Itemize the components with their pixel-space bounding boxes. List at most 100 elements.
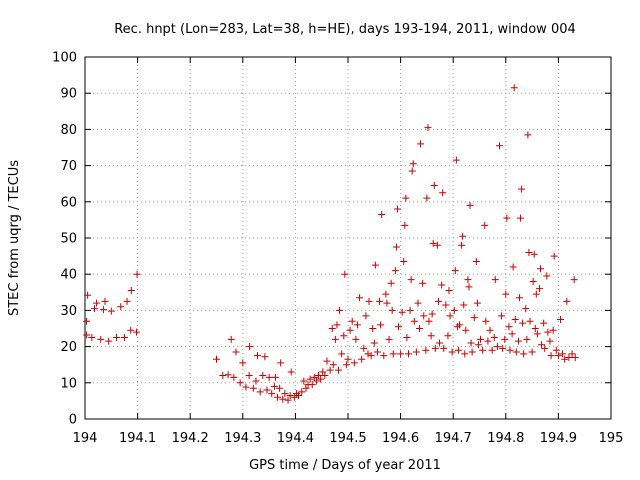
data-point bbox=[398, 308, 406, 316]
data-point bbox=[302, 384, 310, 392]
data-point bbox=[429, 239, 437, 247]
data-point bbox=[523, 335, 531, 343]
data-point bbox=[486, 326, 494, 334]
data-point bbox=[510, 84, 518, 92]
data-point bbox=[326, 366, 334, 374]
data-point bbox=[232, 348, 240, 356]
data-point bbox=[300, 377, 308, 385]
data-point bbox=[522, 305, 530, 313]
data-point bbox=[97, 335, 105, 343]
data-point bbox=[323, 357, 331, 365]
data-point bbox=[439, 189, 447, 197]
x-tick-labels: 194 194.1 194.2 194.3 194.4 194.5 194.6 194.7 19… bbox=[73, 431, 624, 446]
data-point bbox=[341, 270, 349, 278]
data-point bbox=[388, 306, 396, 314]
data-point bbox=[406, 306, 414, 314]
data-point bbox=[245, 372, 253, 380]
data-point bbox=[376, 297, 384, 305]
data-point bbox=[364, 350, 372, 358]
data-point bbox=[350, 359, 358, 367]
x-tick-label: 194.1 bbox=[119, 431, 156, 446]
data-point bbox=[274, 393, 282, 401]
y-tick-label: 30 bbox=[60, 304, 77, 319]
data-point bbox=[408, 167, 416, 175]
data-point bbox=[271, 373, 279, 381]
data-point bbox=[414, 299, 422, 307]
data-point bbox=[529, 277, 537, 285]
data-point bbox=[547, 352, 555, 360]
data-point bbox=[268, 390, 276, 398]
data-point bbox=[83, 331, 91, 339]
data-point bbox=[378, 210, 386, 218]
data-point bbox=[346, 326, 354, 334]
data-point bbox=[373, 348, 381, 356]
data-point bbox=[385, 335, 393, 343]
data-point bbox=[83, 317, 91, 325]
y-tick-label: 40 bbox=[60, 268, 77, 283]
data-point bbox=[515, 294, 523, 302]
data-point bbox=[402, 194, 410, 202]
data-point bbox=[263, 386, 271, 394]
data-point bbox=[383, 299, 391, 307]
x-tick-label: 194.6 bbox=[382, 431, 419, 446]
x-tick-label: 194.2 bbox=[172, 431, 209, 446]
data-point bbox=[333, 321, 341, 329]
data-point bbox=[431, 344, 439, 352]
data-point bbox=[401, 221, 409, 229]
data-point bbox=[329, 361, 337, 369]
data-point bbox=[442, 301, 450, 309]
data-point bbox=[371, 261, 379, 269]
data-point bbox=[133, 328, 141, 336]
data-point bbox=[445, 286, 453, 294]
data-point bbox=[509, 263, 517, 271]
data-point bbox=[526, 317, 534, 325]
grid-lines bbox=[85, 57, 611, 419]
y-tick-label: 20 bbox=[60, 340, 77, 355]
data-point bbox=[394, 323, 402, 331]
data-point bbox=[537, 265, 545, 273]
data-point bbox=[400, 258, 408, 266]
data-point bbox=[506, 346, 514, 354]
data-point bbox=[461, 350, 469, 358]
x-tick-label: 194.3 bbox=[224, 431, 261, 446]
data-point bbox=[352, 335, 360, 343]
data-point bbox=[557, 315, 565, 323]
y-tick-label: 90 bbox=[60, 87, 77, 102]
data-point bbox=[505, 323, 513, 331]
data-point bbox=[554, 352, 562, 360]
data-point bbox=[306, 375, 314, 383]
axis-ticks bbox=[84, 56, 612, 420]
data-point bbox=[423, 194, 431, 202]
y-tick-label: 80 bbox=[60, 123, 77, 138]
data-point bbox=[265, 373, 273, 381]
data-point bbox=[571, 353, 579, 361]
y-tick-labels: 0 10 20 30 40 50 60 70 80 90 100 bbox=[52, 51, 77, 428]
data-point bbox=[409, 160, 417, 168]
data-points bbox=[83, 84, 579, 404]
data-point bbox=[298, 388, 306, 396]
data-point bbox=[360, 344, 368, 352]
y-tick-label: 60 bbox=[60, 195, 77, 210]
data-point bbox=[213, 355, 220, 363]
data-point bbox=[270, 382, 278, 390]
data-point bbox=[546, 337, 554, 345]
data-point bbox=[107, 307, 115, 315]
data-point bbox=[519, 319, 527, 327]
data-point bbox=[335, 366, 343, 374]
x-tick-label: 194.7 bbox=[435, 431, 472, 446]
data-point bbox=[520, 350, 528, 358]
data-point bbox=[353, 321, 361, 329]
data-point bbox=[407, 276, 415, 284]
data-point bbox=[563, 297, 571, 305]
data-point bbox=[465, 283, 473, 291]
data-point bbox=[230, 373, 238, 381]
y-tick-label: 50 bbox=[60, 232, 77, 247]
data-point bbox=[90, 305, 98, 313]
data-point bbox=[460, 301, 468, 309]
data-point bbox=[219, 372, 227, 380]
data-point bbox=[528, 348, 536, 356]
data-point bbox=[370, 339, 378, 347]
data-point bbox=[284, 396, 292, 404]
data-point bbox=[113, 334, 121, 342]
